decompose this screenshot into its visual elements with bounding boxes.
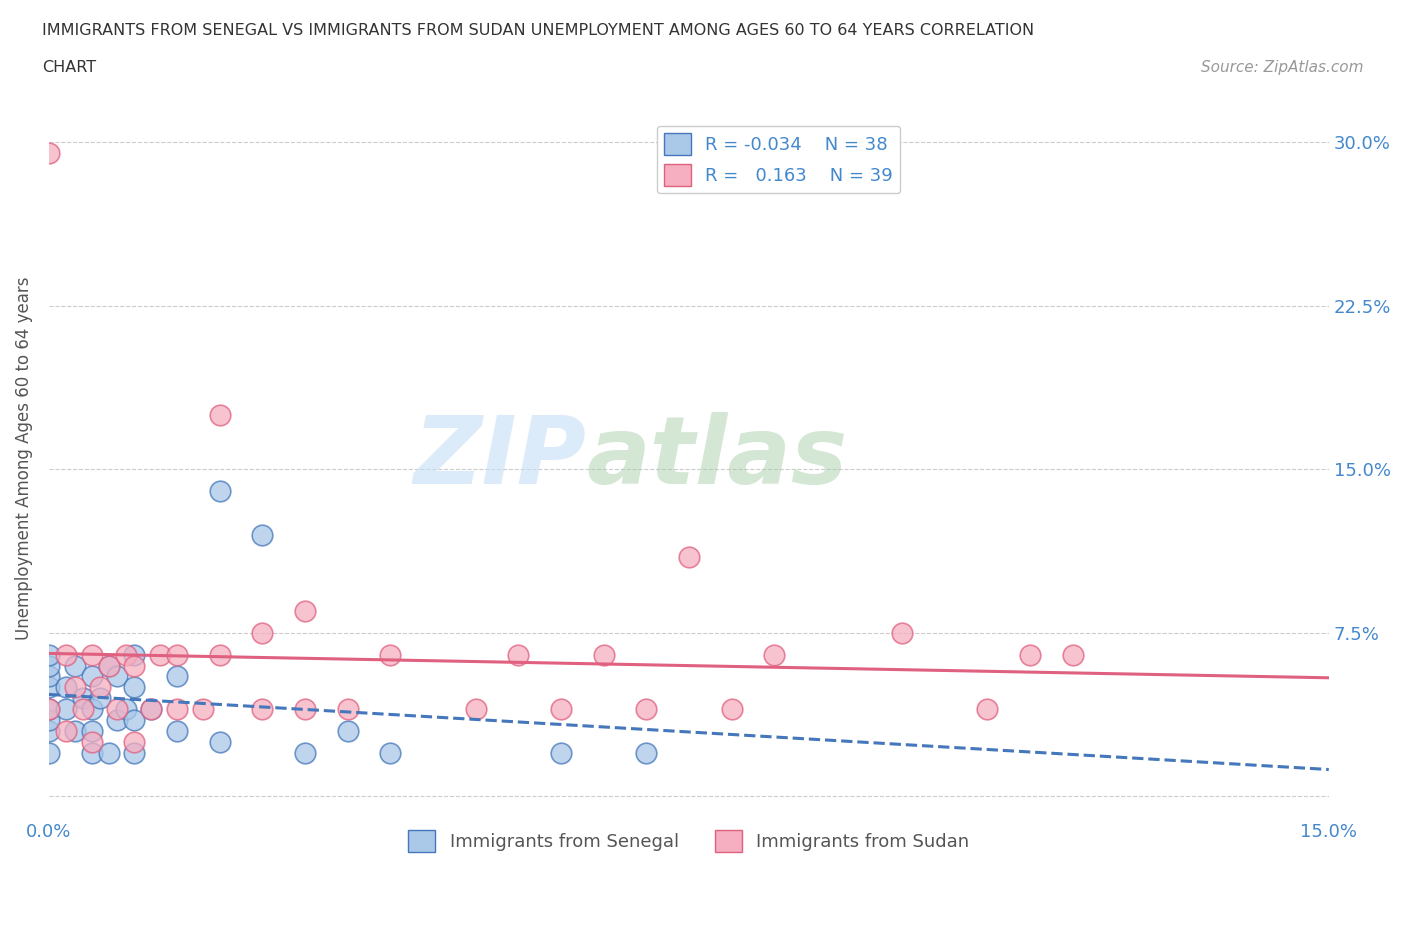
Point <box>124 735 146 750</box>
Point <box>208 735 231 750</box>
Point <box>63 680 86 695</box>
Point <box>97 658 120 673</box>
Point <box>38 712 60 727</box>
Point <box>208 407 231 422</box>
Point <box>55 701 77 716</box>
Point <box>124 680 146 695</box>
Point <box>166 669 188 684</box>
Point <box>636 745 658 760</box>
Point <box>208 484 231 498</box>
Point <box>252 625 274 640</box>
Point <box>80 735 103 750</box>
Point <box>55 680 77 695</box>
Point <box>464 701 486 716</box>
Point <box>72 701 94 716</box>
Point <box>105 712 128 727</box>
Point <box>124 745 146 760</box>
Point <box>149 647 172 662</box>
Point <box>208 647 231 662</box>
Point <box>294 745 316 760</box>
Point <box>252 527 274 542</box>
Point <box>336 724 359 738</box>
Point <box>550 745 572 760</box>
Point <box>89 680 111 695</box>
Point <box>38 669 60 684</box>
Point <box>592 647 614 662</box>
Point <box>105 701 128 716</box>
Point <box>636 701 658 716</box>
Point <box>63 658 86 673</box>
Point <box>80 745 103 760</box>
Point <box>80 669 103 684</box>
Point <box>294 701 316 716</box>
Point <box>508 647 530 662</box>
Point <box>1019 647 1042 662</box>
Legend: Immigrants from Senegal, Immigrants from Sudan: Immigrants from Senegal, Immigrants from… <box>401 823 977 859</box>
Point <box>105 669 128 684</box>
Point <box>141 701 163 716</box>
Point <box>294 604 316 618</box>
Point <box>252 701 274 716</box>
Point <box>80 724 103 738</box>
Point <box>97 658 120 673</box>
Point <box>38 680 60 695</box>
Point <box>97 745 120 760</box>
Point <box>55 724 77 738</box>
Text: Source: ZipAtlas.com: Source: ZipAtlas.com <box>1201 60 1364 75</box>
Point <box>38 658 60 673</box>
Point <box>114 647 136 662</box>
Point <box>55 647 77 662</box>
Point <box>114 701 136 716</box>
Point <box>191 701 214 716</box>
Y-axis label: Unemployment Among Ages 60 to 64 years: Unemployment Among Ages 60 to 64 years <box>15 276 32 640</box>
Text: atlas: atlas <box>586 412 848 504</box>
Point <box>166 701 188 716</box>
Point <box>166 647 188 662</box>
Text: CHART: CHART <box>42 60 96 75</box>
Point <box>89 691 111 706</box>
Point <box>72 691 94 706</box>
Point <box>141 701 163 716</box>
Point <box>891 625 914 640</box>
Point <box>38 701 60 716</box>
Point <box>124 647 146 662</box>
Text: IMMIGRANTS FROM SENEGAL VS IMMIGRANTS FROM SUDAN UNEMPLOYMENT AMONG AGES 60 TO 6: IMMIGRANTS FROM SENEGAL VS IMMIGRANTS FR… <box>42 23 1035 38</box>
Point <box>336 701 359 716</box>
Point <box>976 701 998 716</box>
Point <box>38 745 60 760</box>
Point <box>124 658 146 673</box>
Point <box>763 647 786 662</box>
Text: ZIP: ZIP <box>413 412 586 504</box>
Point <box>720 701 742 716</box>
Point <box>550 701 572 716</box>
Point <box>1062 647 1084 662</box>
Point <box>124 712 146 727</box>
Point <box>38 146 60 161</box>
Point <box>38 701 60 716</box>
Point <box>38 724 60 738</box>
Point <box>166 724 188 738</box>
Point <box>63 724 86 738</box>
Point <box>38 647 60 662</box>
Point <box>80 647 103 662</box>
Point <box>380 647 402 662</box>
Point <box>380 745 402 760</box>
Point <box>678 549 700 564</box>
Point <box>80 701 103 716</box>
